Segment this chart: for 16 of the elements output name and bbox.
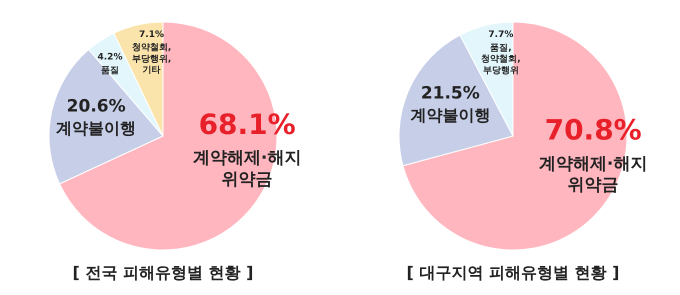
data-label: 7.7% <box>488 30 514 40</box>
slice-label: 품질 <box>100 66 119 76</box>
slice-label: 계약불이행 <box>410 106 490 125</box>
slice-label: 계약해제·해지 위약금 <box>538 154 648 196</box>
text: [ 대구지역 피해유형별 현황 ] <box>406 263 620 282</box>
data-label: 68.1% <box>198 108 296 141</box>
data-label: 70.8% <box>544 114 642 147</box>
data-label: 21.5% <box>420 84 480 104</box>
slice-label: 계약불이행 <box>56 118 136 138</box>
slice-label: 품질, 청약철회, 부당행위 <box>481 43 521 76</box>
data-label: 4.2% <box>98 52 122 63</box>
text: [ 전국 피해유형별 현황 ] <box>72 263 254 282</box>
slice-label: 청약철회, 부당행위, 기타 <box>132 43 172 76</box>
data-label: 20.6% <box>66 96 126 116</box>
data-label: 7.1% <box>139 30 164 40</box>
slice-label: 계약해제·해지 위약금 <box>192 148 302 190</box>
